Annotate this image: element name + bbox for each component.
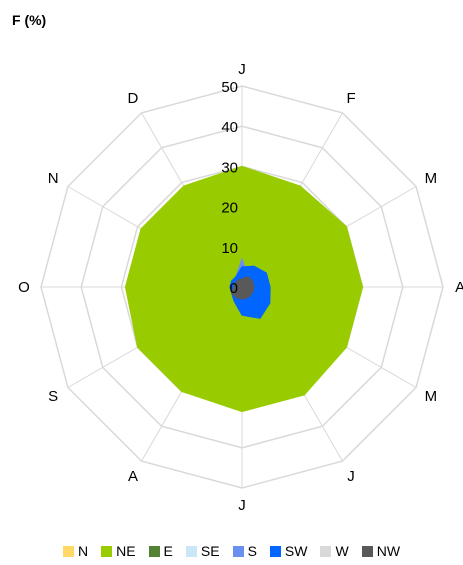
category-label: F: [346, 90, 355, 107]
category-labels: J F M A M J J A S O N D: [18, 61, 463, 514]
legend-label: W: [335, 543, 349, 559]
category-label: M: [425, 170, 438, 187]
category-label: S: [48, 388, 58, 405]
legend-swatch: [185, 545, 197, 557]
series-area-nw: [230, 275, 255, 300]
legend-item: W: [320, 543, 349, 559]
radial-tick-label: 10: [221, 240, 238, 257]
radial-tick-label: 50: [221, 79, 238, 96]
legend-label: S: [247, 543, 257, 559]
grid-ring: [40, 85, 444, 489]
legend-item: E: [148, 543, 173, 559]
category-label: J: [238, 61, 246, 78]
legend-item: S: [232, 543, 257, 559]
legend-swatch: [269, 545, 281, 557]
category-label: J: [238, 497, 246, 514]
legend-item: SE: [185, 543, 220, 559]
legend-swatch: [62, 545, 74, 557]
legend-swatch: [101, 545, 113, 557]
legend-label: E: [163, 543, 173, 559]
legend-swatch: [320, 545, 332, 557]
category-label: D: [128, 90, 139, 107]
grid-ring: [80, 125, 404, 449]
legend-item: N: [62, 543, 89, 559]
category-label: A: [455, 279, 463, 296]
category-label: M: [425, 388, 438, 405]
legend-item: NW: [361, 543, 401, 559]
radial-axis-ticks: 0 10 20 30 40 50: [221, 79, 238, 297]
category-label: J: [347, 468, 355, 485]
radial-tick-label: 20: [221, 200, 238, 217]
radial-tick-label: 30: [221, 159, 238, 176]
category-label: A: [128, 468, 138, 485]
legend: N NE E SE S SW W NW: [0, 543, 463, 559]
category-label: O: [18, 279, 30, 296]
legend-swatch: [148, 545, 160, 557]
legend-label: N: [77, 543, 89, 559]
chart-title: F (%): [12, 12, 47, 28]
radar-series: [124, 165, 364, 413]
legend-swatch: [232, 545, 244, 557]
legend-label: NE: [116, 543, 136, 559]
legend-swatch: [361, 545, 373, 557]
legend-label: NW: [376, 543, 401, 559]
legend-item: NE: [101, 543, 136, 559]
legend-label: SW: [284, 543, 308, 559]
radar-chart: 0 10 20 30 40 50 J F M A M J J A S O N D: [18, 61, 463, 514]
category-label: N: [48, 170, 59, 187]
legend-label: SE: [200, 543, 220, 559]
radial-tick-label: 40: [221, 119, 238, 136]
legend-item: SW: [269, 543, 308, 559]
radial-tick-label: 0: [230, 280, 238, 297]
